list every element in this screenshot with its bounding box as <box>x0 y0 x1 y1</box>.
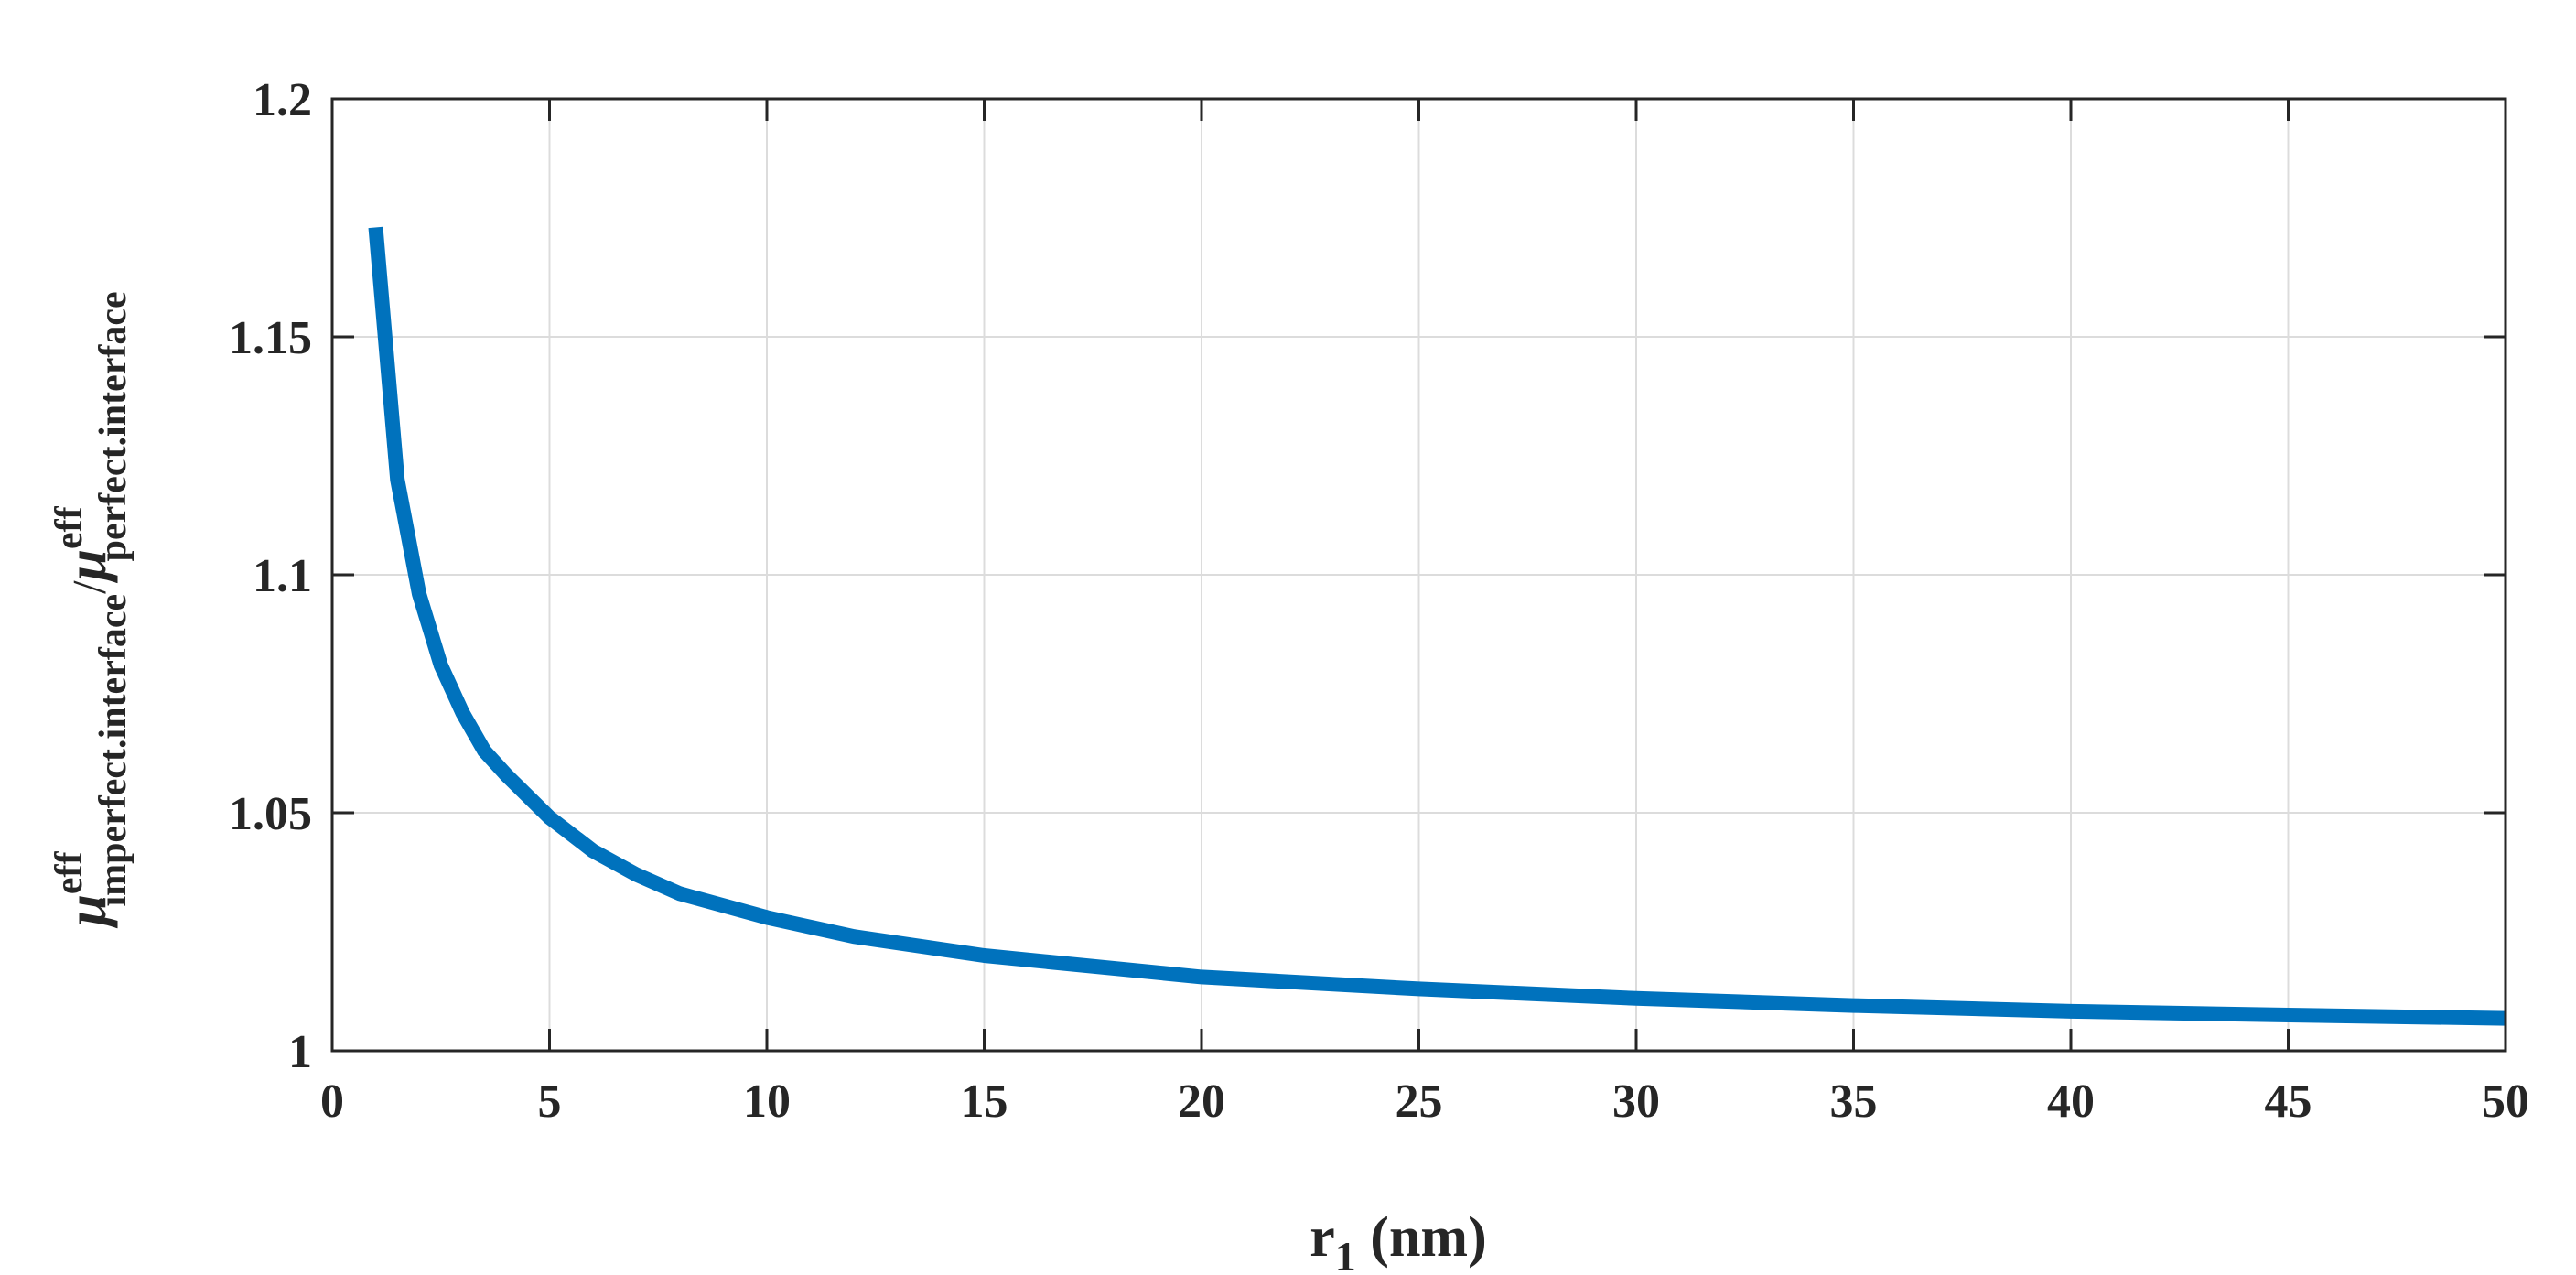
y-label-den-symbol: μ <box>56 549 118 583</box>
y-tick-label: 1.15 <box>229 312 312 364</box>
y-label-num-symbol: μ <box>56 894 118 928</box>
ticks-layer <box>330 97 2507 1053</box>
y-label-den-sup: eff <box>49 505 91 549</box>
x-tick-label: 10 <box>743 1075 791 1128</box>
x-tick-label: 40 <box>2047 1075 2095 1128</box>
x-tick-label: 20 <box>1178 1075 1225 1128</box>
y-label-num-sup: eff <box>49 851 91 895</box>
x-tick-label: 30 <box>1612 1075 1660 1128</box>
x-tick-label: 5 <box>538 1075 562 1128</box>
y-label-separator: / <box>64 580 116 594</box>
x-axis-label-unit: (nm) <box>1356 1206 1487 1269</box>
y-axis-label-group: μeffimperfect.interface/μeffperfect.inte… <box>49 291 135 928</box>
y-label-den-sub: perfect.interface <box>92 291 135 561</box>
grid-layer <box>332 99 2506 1051</box>
y-tick-label: 1 <box>288 1026 312 1078</box>
y-tick-labels: 1 1.05 1.1 1.15 1.2 <box>229 74 312 1078</box>
y-axis-label: μeffimperfect.interface/μeffperfect.inte… <box>49 291 135 928</box>
x-tick-labels: 0 5 10 15 20 25 30 35 40 45 50 <box>320 1075 2529 1128</box>
x-tick-label: 0 <box>320 1075 344 1128</box>
y-label-num-sub: imperfect.interface <box>92 594 135 907</box>
x-tick-label: 35 <box>1830 1075 1878 1128</box>
x-tick-label: 50 <box>2482 1075 2529 1128</box>
y-tick-label: 1.05 <box>229 788 312 840</box>
x-axis-label: r1 (nm) <box>1310 1206 1486 1275</box>
x-axis-label-sub: 1 <box>1335 1233 1356 1275</box>
x-tick-label: 15 <box>961 1075 1008 1128</box>
x-tick-label: 25 <box>1396 1075 1443 1128</box>
y-tick-label: 1.1 <box>253 550 312 602</box>
x-axis-label-main: r <box>1310 1206 1335 1269</box>
y-tick-label: 1.2 <box>253 74 312 126</box>
x-tick-label: 45 <box>2265 1075 2312 1128</box>
series-line <box>368 226 2506 1026</box>
